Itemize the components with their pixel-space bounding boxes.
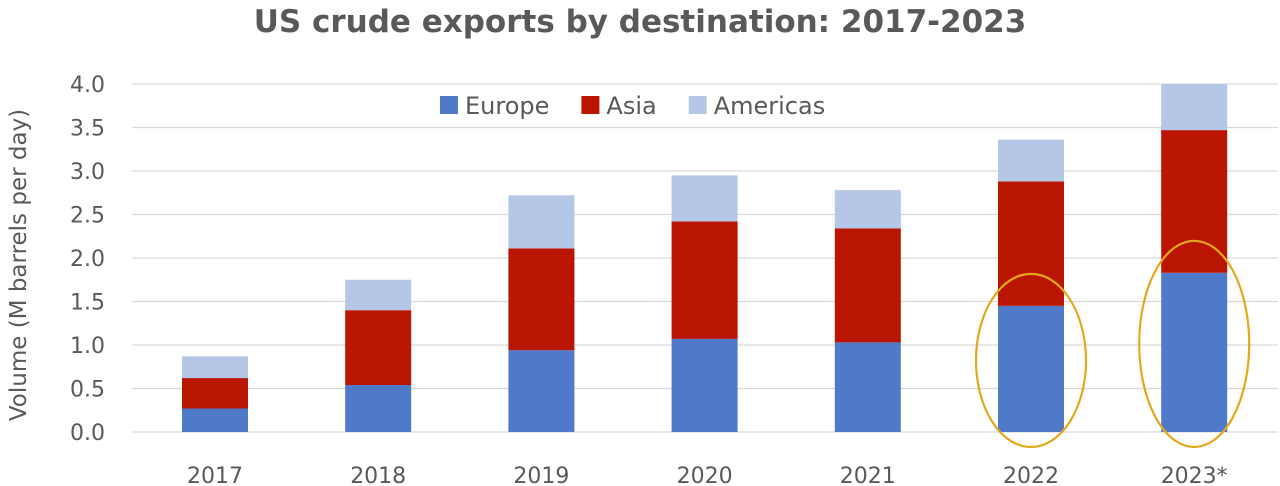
x-tick-label: 2019 bbox=[513, 464, 569, 486]
y-tick-label: 0.0 bbox=[70, 421, 105, 446]
y-tick-label: 3.0 bbox=[70, 160, 105, 185]
y-tick-label: 1.0 bbox=[70, 334, 105, 359]
y-tick-labels: 0.0 0.5 1.0 1.5 2.0 2.5 3.0 3.5 4.0 bbox=[70, 73, 105, 446]
x-tick-labels: 2017 2018 2019 2020 2021 2022 2023* bbox=[187, 464, 1228, 486]
legend-label: Americas bbox=[714, 92, 826, 120]
bar-segment-asia bbox=[345, 310, 412, 386]
bar-segment-americas bbox=[998, 139, 1064, 182]
y-tick-label: 2.5 bbox=[70, 204, 105, 229]
bar-segment-americas bbox=[834, 190, 901, 229]
bar-segment-asia bbox=[508, 248, 575, 351]
bar-segment-asia bbox=[671, 221, 738, 339]
highlight-ellipse bbox=[1138, 239, 1251, 449]
bar-segment-asia bbox=[182, 378, 248, 409]
bar-segment-europe bbox=[834, 342, 901, 432]
legend-swatch-americas bbox=[688, 96, 707, 114]
bar-segment-europe bbox=[671, 338, 738, 432]
bar-segment-americas bbox=[345, 279, 412, 311]
y-tick-label: 0.5 bbox=[70, 378, 105, 403]
x-tick-label: 2022 bbox=[1003, 464, 1059, 486]
x-tick-label: 2021 bbox=[840, 464, 896, 486]
y-tick-label: 4.0 bbox=[70, 73, 105, 98]
bar-segment-europe bbox=[345, 385, 412, 432]
y-tick-label: 3.5 bbox=[70, 117, 105, 142]
legend-label: Asia bbox=[606, 92, 656, 120]
bar-segment-asia bbox=[998, 181, 1064, 306]
legend: Europe Asia Americas bbox=[440, 92, 825, 120]
bar-segment-europe bbox=[1161, 272, 1228, 432]
y-tick-label: 1.5 bbox=[70, 291, 105, 316]
x-tick-label: 2017 bbox=[187, 464, 243, 486]
highlight-ellipse bbox=[974, 272, 1088, 449]
bar-segment-americas bbox=[671, 175, 738, 222]
bar-segment-americas bbox=[508, 195, 575, 249]
x-tick-label: 2020 bbox=[677, 464, 733, 486]
bar-segment-americas bbox=[1161, 84, 1228, 131]
bar-segment-americas bbox=[182, 356, 248, 379]
bar-segment-europe bbox=[508, 350, 575, 432]
annotation-ellipses bbox=[974, 239, 1251, 449]
bar-segment-europe bbox=[182, 408, 248, 432]
bar-segment-europe bbox=[998, 305, 1064, 432]
y-tick-label: 2.0 bbox=[70, 247, 105, 272]
legend-label: Europe bbox=[465, 92, 549, 120]
legend-swatch-europe bbox=[440, 96, 458, 114]
x-tick-label: 2018 bbox=[350, 464, 406, 486]
x-tick-label: 2023* bbox=[1161, 464, 1228, 486]
legend-swatch-asia bbox=[581, 96, 600, 114]
bar-segment-asia bbox=[834, 228, 901, 343]
chart-title: US crude exports by destination: 2017-20… bbox=[253, 4, 1027, 40]
bars bbox=[182, 84, 1228, 432]
